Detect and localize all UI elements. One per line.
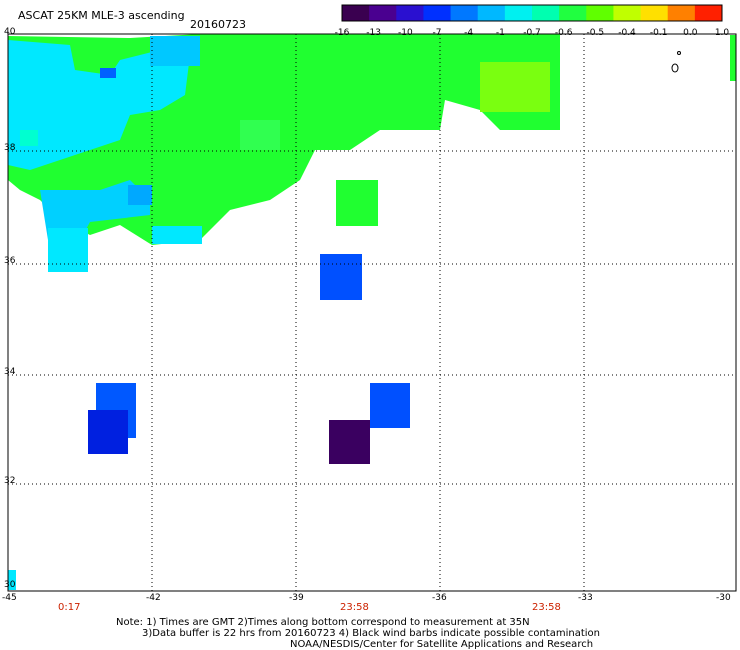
lon-label-45: -45 [2,593,17,603]
colorbar-segment [342,5,370,21]
colorbar-segment [613,5,642,21]
lon-label-36: -36 [432,593,447,603]
colorbar-segment [450,5,479,21]
island-outline [671,51,681,73]
time-label-3: 23:58 [532,602,561,613]
cyan-patches [8,36,280,590]
lat-label-38: 38 [4,143,16,153]
colorbar-label: -0.1 [649,28,668,38]
colorbar-label: -10 [397,28,413,38]
colorbar-label: -1 [495,28,505,38]
colorbar-segment [694,5,723,21]
graticule [8,34,736,591]
time-label-1: 0:17 [58,602,81,613]
colorbar-segment [586,5,614,21]
colorbar-label: -7 [432,28,442,38]
colorbar-segment [640,5,669,21]
lat-label-40: 40 [4,27,16,37]
lon-label-33: -33 [578,593,593,603]
lon-label-39: -39 [289,593,304,603]
lat-label-36: 36 [4,256,16,266]
chart-title: ASCAT 25KM MLE-3 ascending [18,9,185,22]
chart-date: 20160723 [190,18,246,31]
lon-label-30: -30 [716,593,731,603]
lat-label-34: 34 [4,367,16,377]
colorbar-label: -4 [464,28,474,38]
colorbar-label: -0.6 [554,28,573,38]
colorbar-segment [559,5,587,21]
blue-blocks [88,254,410,464]
credit-line: NOAA/NESDIS/Center for Satellite Applica… [290,639,594,650]
note-line-2: 3)Data buffer is 22 hrs from 20160723 4)… [142,628,600,639]
lat-label-30: 30 [4,580,16,590]
colorbar-segment [396,5,424,21]
colorbar-segment [667,5,696,21]
colorbar-label: -0.5 [586,28,605,38]
note-line-1: Note: 1) Times are GMT 2)Times along bot… [116,617,530,628]
colorbar-label: -13 [366,28,382,38]
colorbar-segment [369,5,397,21]
colorbar-label: -16 [334,28,350,38]
colorbar-segment [504,5,533,21]
colorbar-segment [477,5,506,21]
colorbar-label: -0.4 [618,28,636,38]
time-label-2: 23:58 [340,602,369,613]
colorbar-label: -0.7 [523,28,541,38]
colorbar-label: 0.0 [683,28,698,38]
colorbar-segment [532,5,560,21]
colorbar-label: 1.0 [714,28,730,38]
plot-frame [7,33,737,592]
colorbar-segment [423,5,452,21]
lat-label-32: 32 [4,476,16,486]
lon-label-42: -42 [146,593,161,603]
colorbar [341,4,723,22]
